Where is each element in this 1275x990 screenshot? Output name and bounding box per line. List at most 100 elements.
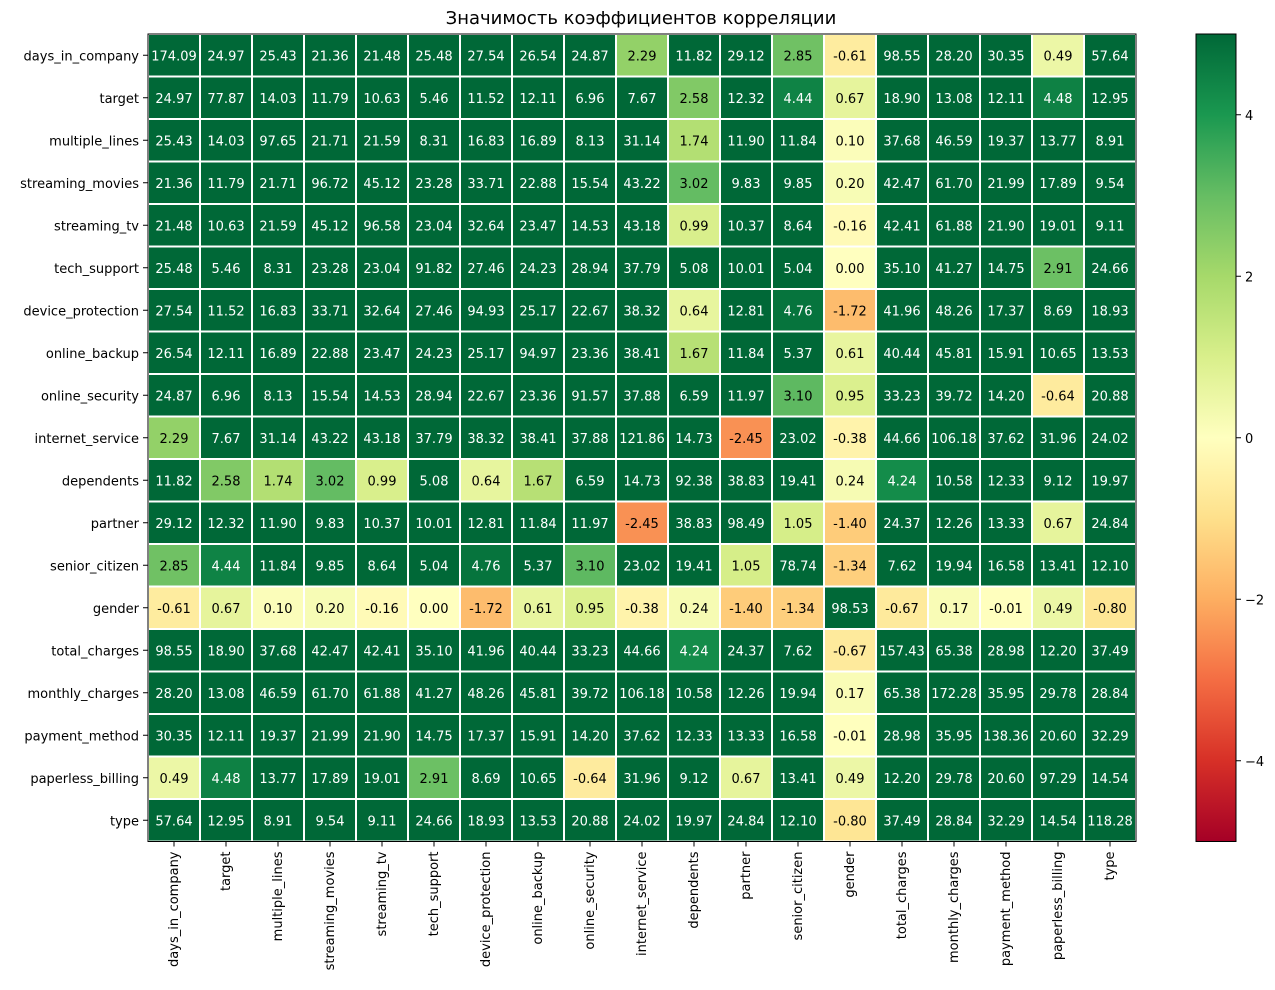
column-tick-labels: days_in_company target multiple_lines strea… xyxy=(167,851,1118,971)
cell-value-label: 11.97 xyxy=(571,517,608,532)
cell-value-label: 10.63 xyxy=(207,219,244,234)
cell-value-label: 24.66 xyxy=(1091,262,1128,277)
heatmap-cell xyxy=(563,203,617,248)
cell-value-label: 8.13 xyxy=(576,134,605,149)
heatmap-cell xyxy=(355,415,409,460)
cell-value-label: 19.37 xyxy=(987,134,1024,149)
column-tick-label: online_backup xyxy=(531,852,546,945)
cell-value-label: 57.64 xyxy=(155,814,192,829)
heatmap-cell xyxy=(823,670,877,715)
cell-value-label: 61.70 xyxy=(311,687,348,702)
cell-value-label: -0.38 xyxy=(625,602,659,617)
cell-value-label: 15.54 xyxy=(571,177,608,192)
cell-value-label: 10.37 xyxy=(363,517,400,532)
cell-value-label: 138.36 xyxy=(983,729,1029,744)
cell-value-label: 17.37 xyxy=(987,304,1024,319)
heatmap-cell xyxy=(459,500,513,545)
row-tick-label: device_protection xyxy=(23,304,139,319)
cell-value-label: 0.64 xyxy=(472,474,501,489)
cell-value-label: 16.83 xyxy=(259,304,296,319)
heatmap-cells: 174.09 24.97 25.43 21.36 21.48 25.48 27.54 26.5… xyxy=(147,33,1137,843)
cell-value-label: 33.71 xyxy=(311,304,348,319)
cell-value-label: 14.53 xyxy=(571,219,608,234)
cell-value-label: 20.88 xyxy=(1091,389,1128,404)
column-tick-label: streaming_tv xyxy=(375,851,390,936)
heatmap-cell xyxy=(771,288,825,333)
cell-value-label: 13.41 xyxy=(779,772,816,787)
cell-value-label: -1.40 xyxy=(833,517,867,532)
cell-value-label: 8.31 xyxy=(420,134,449,149)
cell-value-label: 37.68 xyxy=(259,644,296,659)
heatmap-cell xyxy=(1031,458,1085,503)
cell-value-label: 43.18 xyxy=(623,219,660,234)
cell-value-label: 22.88 xyxy=(519,177,556,192)
heatmap-cell xyxy=(979,288,1033,333)
heatmap-cell xyxy=(303,585,357,630)
cell-value-label: 8.64 xyxy=(368,559,397,574)
cell-value-label: 0.99 xyxy=(680,219,709,234)
heatmap-cell xyxy=(303,543,357,588)
heatmap-cell xyxy=(407,330,461,375)
cell-value-label: 11.52 xyxy=(467,92,504,107)
heatmap-cell xyxy=(251,75,305,120)
column-tick-label: target xyxy=(219,852,234,892)
cell-value-label: 39.72 xyxy=(935,389,972,404)
heatmap-cell xyxy=(927,628,981,673)
cell-value-label: 2.91 xyxy=(1044,262,1073,277)
cell-value-label: 14.73 xyxy=(675,432,712,447)
heatmap-cell xyxy=(1031,160,1085,205)
cell-value-label: 13.08 xyxy=(935,92,972,107)
cell-value-label: 26.54 xyxy=(155,347,192,362)
cell-value-label: 78.74 xyxy=(779,559,816,574)
row-tick-label: senior_citizen xyxy=(50,559,139,574)
cell-value-label: 18.90 xyxy=(207,644,244,659)
cell-value-label: 11.90 xyxy=(259,517,296,532)
heatmap-cell xyxy=(615,160,669,205)
cell-value-label: 98.55 xyxy=(155,644,192,659)
cell-value-label: 0.10 xyxy=(836,134,865,149)
heatmap-cell xyxy=(875,670,929,715)
cell-value-label: 38.83 xyxy=(675,517,712,532)
heatmap-cell xyxy=(199,203,253,248)
cell-value-label: 45.12 xyxy=(363,177,400,192)
cell-value-label: 106.18 xyxy=(931,432,977,447)
cell-value-label: 8.69 xyxy=(1044,304,1073,319)
heatmap-cell xyxy=(511,288,565,333)
cell-value-label: 4.76 xyxy=(472,559,501,574)
cell-value-label: 4.44 xyxy=(784,92,813,107)
cell-value-label: 2.91 xyxy=(420,772,449,787)
cell-value-label: -0.38 xyxy=(833,432,867,447)
cell-value-label: 92.38 xyxy=(675,474,712,489)
cell-value-label: 4.24 xyxy=(680,644,709,659)
cell-value-label: 1.74 xyxy=(264,474,293,489)
cell-value-label: 46.59 xyxy=(935,134,972,149)
cell-value-label: 0.00 xyxy=(836,262,865,277)
cell-value-label: 42.47 xyxy=(311,644,348,659)
cell-value-label: 4.24 xyxy=(888,474,917,489)
heatmap-cell xyxy=(667,203,721,248)
heatmap-cell xyxy=(771,245,825,290)
cell-value-label: 6.59 xyxy=(576,474,605,489)
cell-value-label: 19.97 xyxy=(675,814,712,829)
cell-value-label: 14.03 xyxy=(259,92,296,107)
cell-value-label: 10.01 xyxy=(727,262,764,277)
heatmap-cell xyxy=(251,670,305,715)
cell-value-label: 2.85 xyxy=(784,49,813,64)
heatmap-cell xyxy=(719,330,773,375)
cell-value-label: 3.10 xyxy=(576,559,605,574)
cell-value-label: 94.97 xyxy=(519,347,556,362)
cell-value-label: 21.99 xyxy=(987,177,1024,192)
cell-value-label: 16.58 xyxy=(987,559,1024,574)
row-tick-label: internet_service xyxy=(35,432,139,447)
cell-value-label: 14.54 xyxy=(1039,814,1076,829)
cell-value-label: 24.02 xyxy=(623,814,660,829)
cell-value-label: 9.85 xyxy=(784,177,813,192)
cell-value-label: 5.08 xyxy=(420,474,449,489)
cell-value-label: 10.01 xyxy=(415,517,452,532)
cell-value-label: 121.86 xyxy=(619,432,665,447)
cell-value-label: 14.20 xyxy=(571,729,608,744)
heatmap-cell xyxy=(719,33,773,78)
heatmap-cell xyxy=(1083,33,1137,78)
cell-value-label: -1.72 xyxy=(833,304,867,319)
cell-value-label: 18.93 xyxy=(467,814,504,829)
